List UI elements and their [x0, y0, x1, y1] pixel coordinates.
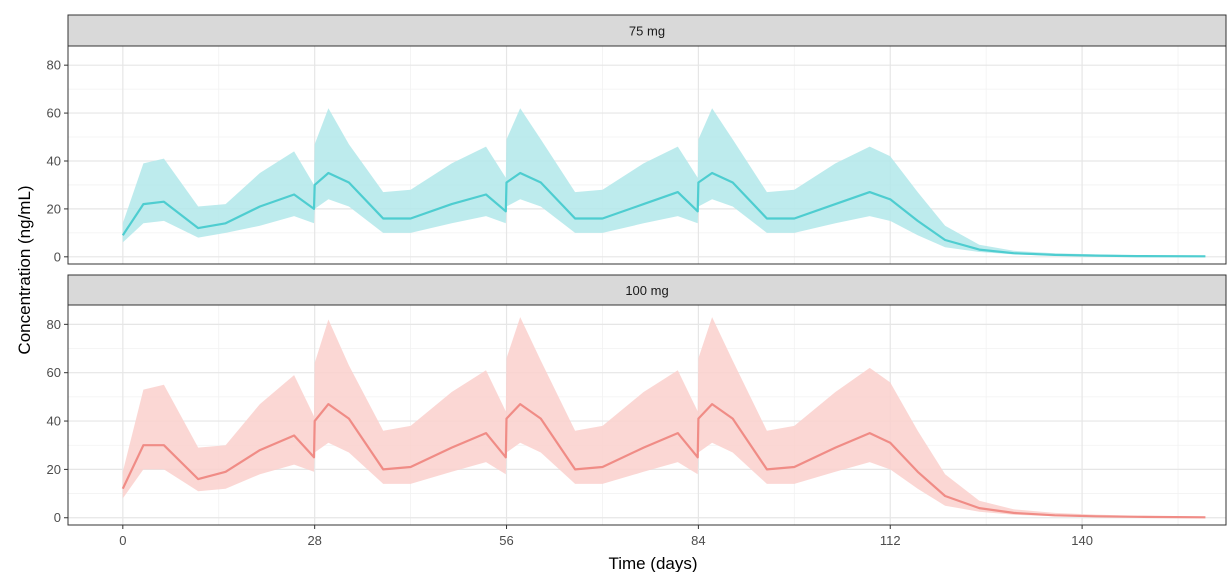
y-tick-label: 40: [47, 153, 61, 168]
y-tick-label: 0: [54, 510, 61, 525]
x-tick-label: 56: [499, 533, 513, 548]
x-tick-label: 140: [1071, 533, 1093, 548]
y-tick-label: 0: [54, 249, 61, 264]
panel-border: [67, 304, 1227, 526]
x-tick-label: 28: [307, 533, 321, 548]
facet-strip-label: 100 mg: [625, 283, 668, 298]
y-tick-label: 80: [47, 317, 61, 332]
x-tick-label: 84: [691, 533, 705, 548]
facet-strip-label: 75 mg: [629, 24, 665, 39]
y-tick-label: 20: [47, 462, 61, 477]
y-axis-title: Concentration (ng/mL): [15, 185, 34, 354]
x-tick-label: 112: [880, 533, 901, 548]
y-tick-label: 80: [47, 58, 61, 73]
x-tick-label: 0: [119, 533, 126, 548]
panel-border: [67, 45, 1227, 265]
facet-strip: [67, 14, 1227, 47]
y-tick-label: 40: [47, 414, 61, 429]
plot-panel: [68, 46, 1226, 264]
y-tick-label: 20: [47, 201, 61, 216]
y-tick-label: 60: [47, 106, 61, 121]
y-tick-label: 60: [47, 365, 61, 380]
median-line: [121, 403, 1206, 519]
median-line: [121, 171, 1206, 258]
x-axis-title: Time (days): [608, 554, 697, 572]
